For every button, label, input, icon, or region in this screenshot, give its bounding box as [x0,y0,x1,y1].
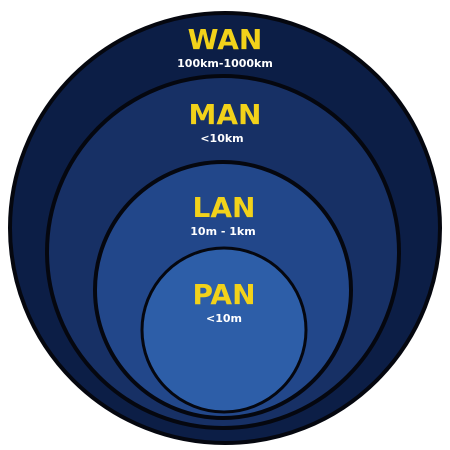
lan-range: 10m - 1km [190,225,255,238]
wan-label: WAN [188,23,263,56]
man-range: <10km [200,132,243,145]
pan-range: <10m [206,312,242,325]
pan-label: PAN [192,278,255,311]
lan-label: LAN [193,191,256,224]
pan-circle [140,246,308,414]
man-label: MAN [189,98,262,131]
wan-range: 100km-1000km [177,57,273,70]
